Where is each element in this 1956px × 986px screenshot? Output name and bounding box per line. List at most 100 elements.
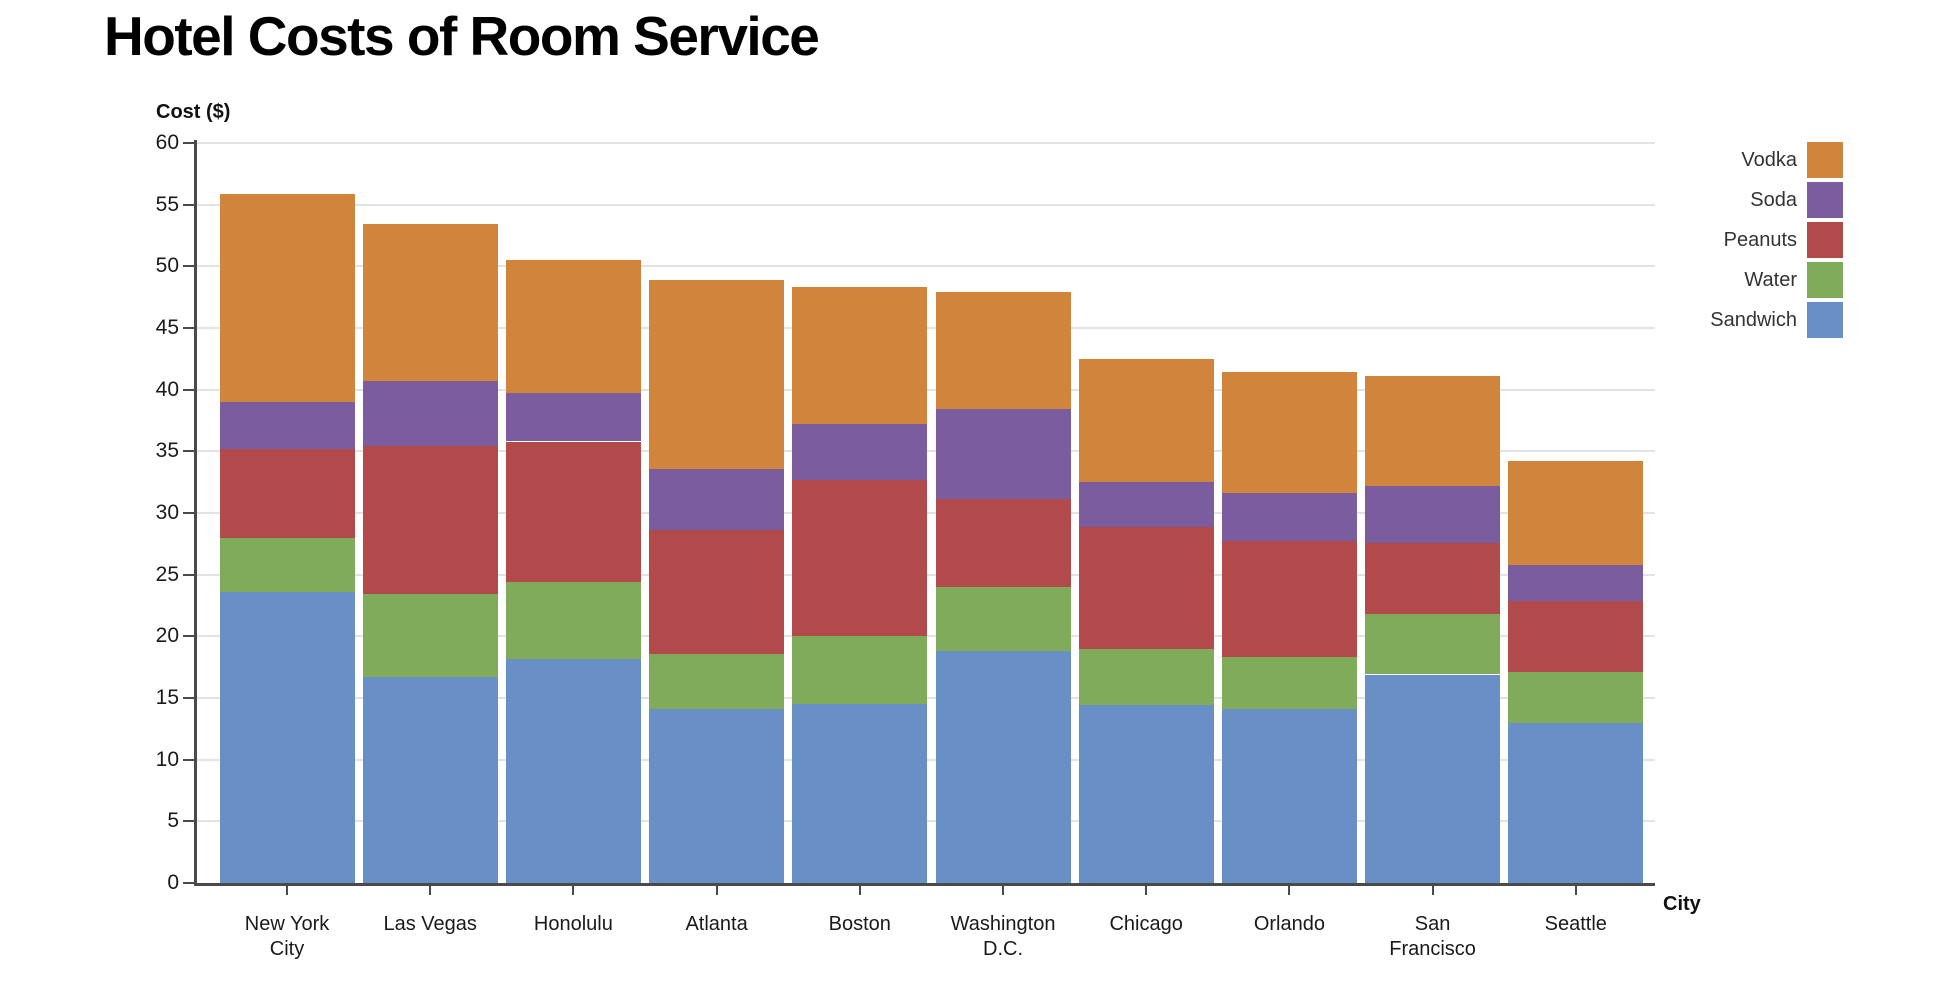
y-tick [183,512,194,514]
bar-segment-water [1365,614,1501,675]
x-tick-label: Orlando [1253,913,1325,935]
bar-segment-peanuts [1078,526,1214,649]
bar-segment-water [935,587,1071,652]
bar-segment-soda [219,402,355,449]
y-tick-label: 35 [155,439,179,463]
bar-segment-vodka [649,279,785,469]
legend-swatch-peanuts [1807,222,1843,258]
legend-swatch-sandwich [1807,302,1843,338]
x-tick-label: Washington D.C. [950,913,1056,960]
x-axis-title: City [1663,893,1701,915]
bar-segment-sandwich [1221,709,1357,883]
bar-segment-water [649,653,785,710]
legend-label: Peanuts [1723,229,1797,251]
gridline [197,265,1655,268]
y-tick [183,142,194,144]
x-tick-label: Seattle [1544,913,1607,935]
bar-segment-peanuts [649,530,785,654]
y-tick [183,327,194,329]
bar-segment-sandwich [1078,705,1214,883]
y-tick-label: 55 [155,192,179,216]
bar-segment-sandwich [1365,674,1501,883]
y-tick [183,388,194,391]
bar-segment-peanuts [1508,600,1644,673]
y-axis-title: Cost ($) [156,101,231,123]
bar-segment-water [219,537,355,592]
bar-segment-vodka [505,260,641,394]
x-tick [286,886,288,895]
x-tick [572,886,575,895]
bar-segment-sandwich [935,651,1071,883]
y-tick [183,758,194,761]
y-tick [183,450,194,453]
x-tick [715,886,718,895]
bar-segment-vodka [1508,461,1644,565]
y-tick-label: 45 [155,316,179,339]
bar-segment-water [505,582,641,659]
x-tick [1145,886,1148,895]
y-tick [183,203,194,206]
y-tick-label: 25 [155,562,179,586]
legend-label: Soda [1750,189,1797,211]
y-tick-label: 5 [167,809,179,833]
bar-segment-water [362,594,498,677]
y-tick-label: 10 [155,747,179,771]
x-tick-label: New York City [244,913,330,960]
x-tick [858,886,861,895]
bar-segment-vodka [1221,372,1357,494]
legend-swatch-soda [1807,182,1843,218]
bar-segment-peanuts [792,479,928,637]
x-tick [1574,886,1577,895]
gridline [197,203,1655,206]
y-tick-label: 15 [155,686,179,709]
bar-segment-vodka [219,193,355,402]
bar-segment-water [1078,648,1214,706]
y-tick-label: 20 [155,624,179,648]
x-tick-label: Atlanta [685,913,748,935]
x-tick [1431,886,1434,895]
bar-segment-soda [935,409,1071,500]
x-axis-line [194,883,1655,886]
bar-segment-water [792,636,928,705]
bar-segment-soda [792,424,928,480]
x-tick-label: Chicago [1109,913,1183,935]
bar-segment-soda [1221,493,1357,542]
bar-segment-soda [1508,564,1644,601]
bar-segment-sandwich [792,704,928,883]
x-tick-label: Las Vegas [383,913,477,935]
bar-segment-sandwich [505,658,641,883]
gridline [197,142,1655,144]
legend-label: Sandwich [1710,309,1797,331]
bar-segment-soda [1078,482,1214,527]
bar-segment-peanuts [1221,541,1357,658]
y-tick-label: 40 [155,377,179,401]
y-axis-line [194,140,197,886]
legend-swatch-vodka [1807,142,1843,178]
bar-segment-soda [505,393,641,442]
bar-segment-soda [1365,485,1501,543]
bar-segment-vodka [362,224,498,381]
y-tick-label: 60 [155,131,179,154]
bar-segment-peanuts [505,441,641,583]
bar-segment-peanuts [362,446,498,595]
y-tick [183,882,194,884]
bar-segment-peanuts [935,499,1071,587]
y-tick-label: 0 [167,871,179,894]
y-tick-label: 50 [155,254,179,278]
bar-segment-sandwich [649,709,785,883]
bar-segment-sandwich [1508,722,1644,883]
bar-segment-water [1221,657,1357,710]
bar-segment-peanuts [1365,542,1501,615]
y-tick [183,573,194,576]
x-tick [429,886,432,895]
bar-segment-vodka [792,287,928,425]
x-tick-label: San Francisco [1389,913,1476,960]
x-tick-label: Honolulu [533,913,613,935]
y-tick [183,265,194,268]
legend-label: Vodka [1741,149,1797,171]
y-tick [183,697,194,699]
y-tick [183,635,194,638]
bar-segment-sandwich [219,591,355,883]
legend-swatch-water [1807,262,1843,298]
